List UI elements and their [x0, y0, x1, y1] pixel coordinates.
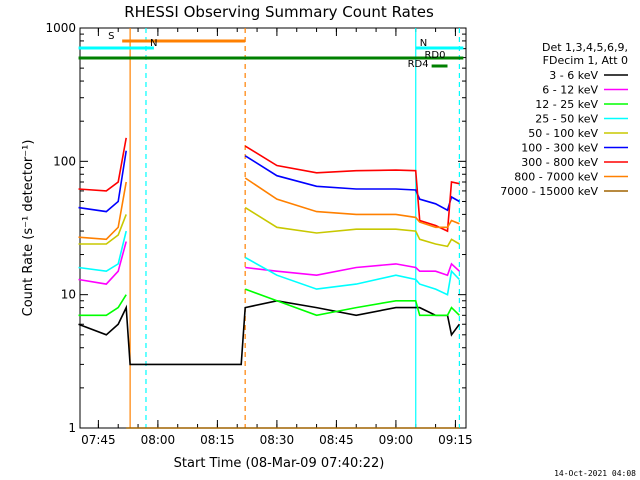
x-tick-label: 09:00	[379, 433, 414, 447]
flag-label: RD0	[424, 50, 445, 61]
x-tick-label: 09:15	[438, 433, 473, 447]
vertical-markers	[129, 28, 460, 428]
x-tick-label: 08:00	[141, 433, 176, 447]
x-axis: 07:45 08:00 08:15 08:30 08:45 09:00 09:15	[81, 28, 473, 447]
legend-label: 25 - 50 keV	[535, 113, 598, 126]
x-tick-label: 08:30	[260, 433, 295, 447]
y-axis: 1 10 100 1000	[45, 21, 466, 435]
legend-label: 100 - 300 keV	[521, 142, 598, 155]
legend-header-1: Det 1,3,4,5,6,9,	[542, 41, 628, 54]
legend-label: 800 - 7000 keV	[514, 171, 598, 184]
legend-label: 300 - 800 keV	[521, 156, 598, 169]
y-axis-label: Count Rate (s⁻¹ detector⁻¹)	[21, 140, 36, 317]
legend-label: 50 - 100 keV	[528, 127, 598, 140]
legend-label: 12 - 25 keV	[535, 98, 598, 111]
y-tick-label: 1	[68, 421, 76, 435]
series-line	[78, 288, 460, 317]
y-tick-label: 100	[53, 154, 76, 168]
flag-label: N	[150, 38, 157, 49]
x-tick-label: 08:45	[319, 433, 354, 447]
series-line	[78, 206, 460, 248]
chart-title: RHESSI Observing Summary Count Rates	[124, 3, 434, 21]
flag-label: RD4	[408, 59, 429, 70]
y-tick-label: 1000	[45, 21, 76, 35]
legend: Det 1,3,4,5,6,9, FDecim 1, Att 0 3 - 6 k…	[500, 41, 628, 198]
legend-label: 6 - 12 keV	[542, 84, 598, 97]
flag-label: S	[108, 31, 114, 42]
legend-header-2: FDecim 1, Att 0	[543, 54, 628, 67]
y-tick-label: 10	[61, 288, 76, 302]
x-axis-label: Start Time (08-Mar-09 07:40:22)	[174, 456, 385, 471]
legend-label: 7000 - 15000 keV	[500, 185, 598, 198]
x-tick-label: 07:45	[81, 433, 116, 447]
series-line	[78, 177, 460, 241]
series-line	[78, 137, 460, 233]
x-tick-label: 08:15	[200, 433, 235, 447]
plot-area	[79, 27, 467, 429]
series-line	[78, 230, 460, 296]
timestamp: 14-Oct-2021 04:08	[554, 469, 636, 478]
series-lines	[78, 137, 461, 429]
series-line	[78, 299, 461, 366]
legend-label: 3 - 6 keV	[549, 69, 598, 82]
flag-label: N	[420, 38, 427, 49]
series-line	[78, 241, 460, 285]
